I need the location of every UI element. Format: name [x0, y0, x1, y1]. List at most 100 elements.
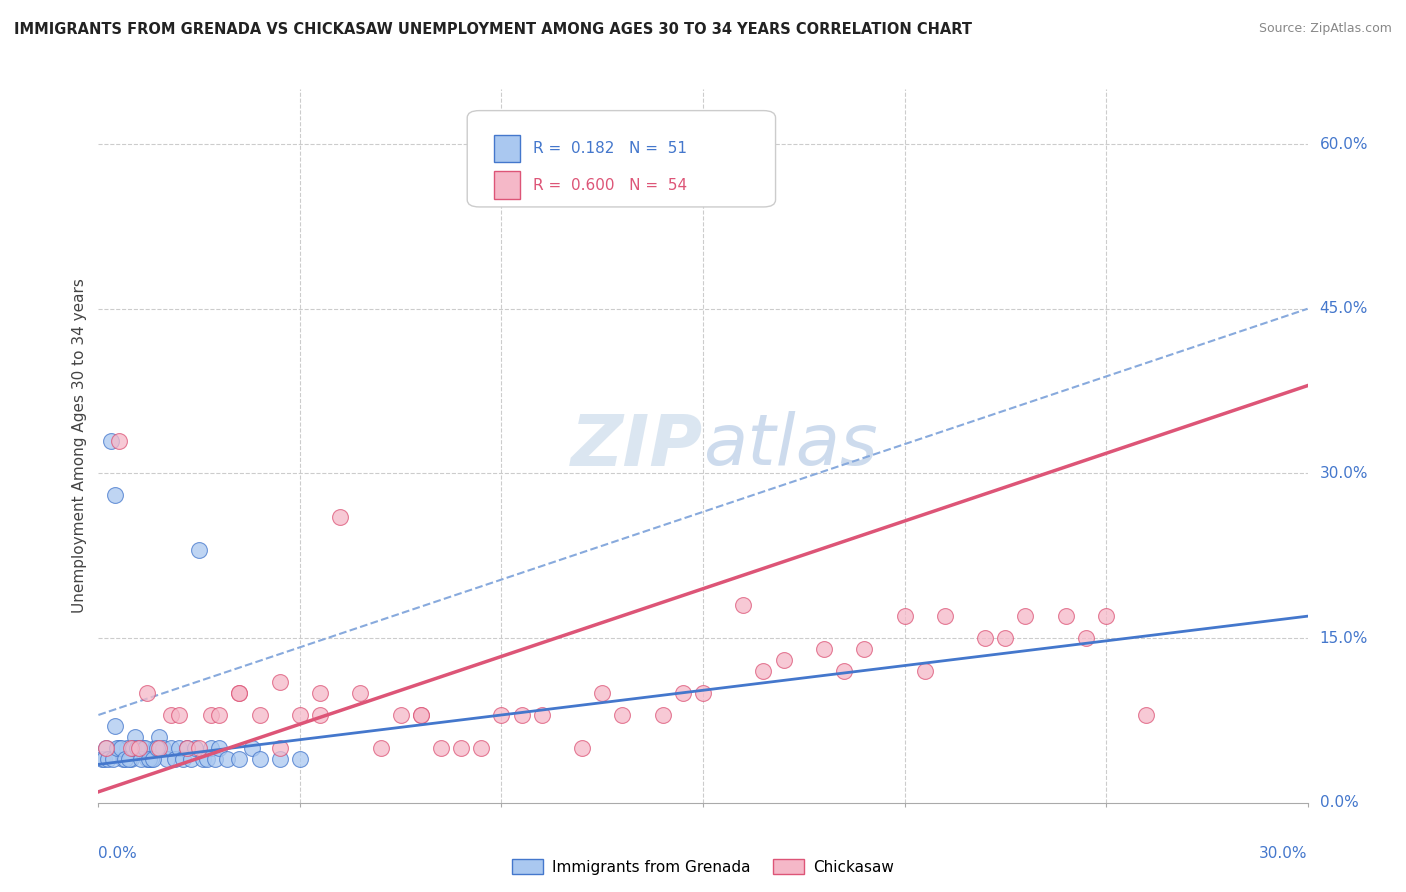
Point	[249, 708, 271, 723]
Point	[188, 740, 211, 755]
Point	[752, 664, 775, 678]
Point	[135, 752, 157, 766]
Text: R =  0.182   N =  51: R = 0.182 N = 51	[533, 142, 686, 156]
Point	[176, 740, 198, 755]
Point	[200, 708, 222, 723]
Point	[93, 752, 115, 766]
Text: 45.0%: 45.0%	[1320, 301, 1368, 317]
Point	[143, 740, 166, 755]
Point	[217, 752, 239, 766]
Point	[121, 740, 143, 755]
Point	[409, 708, 432, 723]
Point	[97, 752, 120, 766]
Point	[612, 708, 634, 723]
Point	[139, 752, 162, 766]
Point	[204, 752, 226, 766]
Point	[853, 642, 876, 657]
Point	[208, 740, 231, 755]
Point	[103, 488, 125, 502]
Point	[111, 752, 134, 766]
Point	[188, 543, 211, 558]
Point	[105, 740, 128, 755]
Point	[914, 664, 936, 678]
Point	[430, 740, 453, 755]
Point	[349, 686, 371, 700]
Point	[128, 740, 150, 755]
Text: 0.0%: 0.0%	[98, 846, 138, 861]
Point	[128, 740, 150, 755]
Point	[329, 510, 352, 524]
Point	[672, 686, 695, 700]
Point	[91, 752, 114, 766]
Point	[107, 434, 129, 448]
Point	[651, 708, 673, 723]
Point	[893, 609, 915, 624]
Point	[1014, 609, 1036, 624]
Point	[208, 708, 231, 723]
Point	[269, 752, 291, 766]
Point	[96, 740, 118, 755]
Point	[167, 740, 190, 755]
Text: Source: ZipAtlas.com: Source: ZipAtlas.com	[1258, 22, 1392, 36]
Point	[591, 686, 613, 700]
Point	[240, 740, 263, 755]
Text: ZIP: ZIP	[571, 411, 703, 481]
Point	[530, 708, 553, 723]
Point	[160, 708, 183, 723]
Point	[309, 686, 332, 700]
Point	[152, 740, 174, 755]
Point	[994, 631, 1017, 645]
Point	[692, 686, 714, 700]
Point	[309, 708, 332, 723]
Point	[96, 740, 118, 755]
Text: 15.0%: 15.0%	[1320, 631, 1368, 646]
FancyBboxPatch shape	[467, 111, 776, 207]
Point	[110, 740, 132, 755]
Point	[813, 642, 835, 657]
Point	[450, 740, 472, 755]
Point	[148, 730, 170, 744]
Point	[129, 752, 152, 766]
Point	[470, 740, 492, 755]
Point	[1095, 609, 1118, 624]
Point	[120, 752, 142, 766]
Point	[389, 708, 412, 723]
Point	[142, 752, 165, 766]
Point	[249, 752, 271, 766]
Point	[571, 740, 593, 755]
Text: atlas: atlas	[703, 411, 877, 481]
Point	[269, 740, 291, 755]
Bar	[494, 136, 520, 162]
Point	[146, 740, 169, 755]
Point	[193, 752, 215, 766]
Point	[228, 686, 250, 700]
Point	[103, 719, 125, 733]
Point	[491, 708, 513, 723]
Point	[370, 740, 392, 755]
Point	[733, 598, 755, 612]
Text: R =  0.600   N =  54: R = 0.600 N = 54	[533, 178, 686, 193]
Point	[772, 653, 794, 667]
Point	[135, 686, 157, 700]
Point	[934, 609, 956, 624]
Point	[114, 752, 136, 766]
Point	[163, 752, 186, 766]
Text: IMMIGRANTS FROM GRENADA VS CHICKASAW UNEMPLOYMENT AMONG AGES 30 TO 34 YEARS CORR: IMMIGRANTS FROM GRENADA VS CHICKASAW UNE…	[14, 22, 972, 37]
Text: 60.0%: 60.0%	[1320, 136, 1368, 152]
Point	[118, 752, 141, 766]
Point	[125, 740, 148, 755]
Point	[1054, 609, 1077, 624]
Point	[200, 740, 222, 755]
Point	[288, 708, 311, 723]
Text: 30.0%: 30.0%	[1320, 466, 1368, 481]
Point	[172, 752, 194, 766]
Point	[138, 752, 160, 766]
Point	[228, 686, 250, 700]
Point	[832, 664, 855, 678]
Point	[100, 434, 122, 448]
Point	[134, 740, 156, 755]
Point	[195, 752, 218, 766]
Point	[176, 740, 198, 755]
Point	[160, 740, 183, 755]
Point	[124, 730, 146, 744]
